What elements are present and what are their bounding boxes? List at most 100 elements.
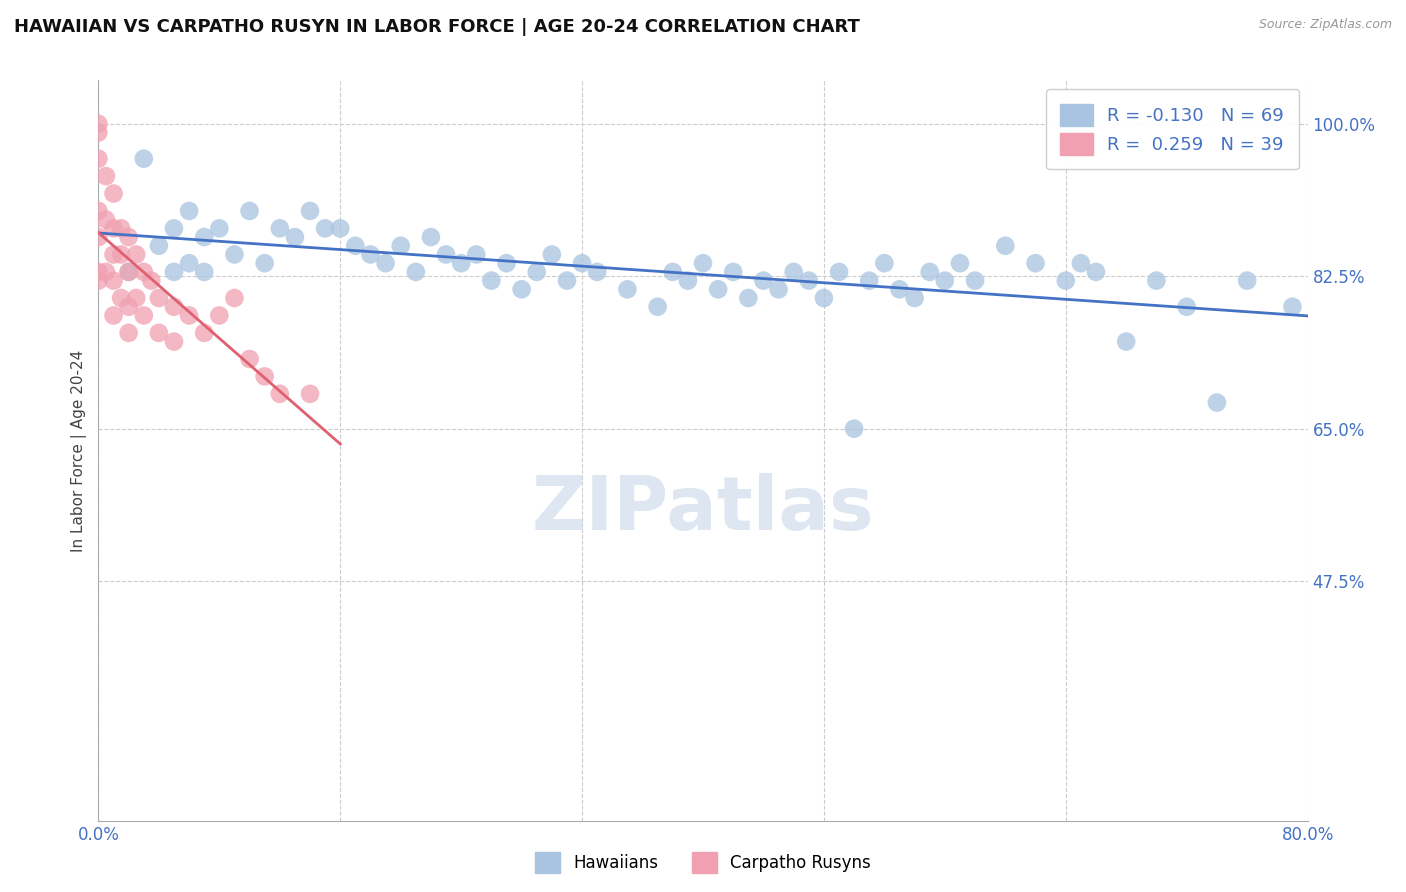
Point	[540, 247, 562, 261]
Point	[450, 256, 472, 270]
Point	[103, 309, 125, 323]
Point	[103, 247, 125, 261]
Point	[994, 239, 1017, 253]
Point	[949, 256, 972, 270]
Point	[661, 265, 683, 279]
Point	[737, 291, 759, 305]
Point	[125, 247, 148, 261]
Point	[904, 291, 927, 305]
Point	[208, 221, 231, 235]
Point	[1085, 265, 1108, 279]
Point	[1175, 300, 1198, 314]
Text: ZIPatlas: ZIPatlas	[531, 473, 875, 546]
Point	[239, 203, 262, 218]
Point	[465, 247, 488, 261]
Point	[118, 326, 141, 340]
Point	[132, 309, 155, 323]
Point	[934, 274, 956, 288]
Point	[284, 230, 307, 244]
Point	[420, 230, 443, 244]
Point	[797, 274, 820, 288]
Text: HAWAIIAN VS CARPATHO RUSYN IN LABOR FORCE | AGE 20-24 CORRELATION CHART: HAWAIIAN VS CARPATHO RUSYN IN LABOR FORC…	[14, 18, 860, 36]
Point	[87, 274, 110, 288]
Point	[1054, 274, 1077, 288]
Point	[405, 265, 427, 279]
Point	[179, 256, 201, 270]
Point	[87, 126, 110, 140]
Point	[314, 221, 336, 235]
Point	[723, 265, 745, 279]
Point	[118, 265, 141, 279]
Point	[1024, 256, 1046, 270]
Point	[132, 152, 155, 166]
Point	[118, 265, 141, 279]
Point	[110, 247, 132, 261]
Legend: R = -0.130   N = 69, R =  0.259   N = 39: R = -0.130 N = 69, R = 0.259 N = 39	[1046, 89, 1299, 169]
Point	[965, 274, 987, 288]
Point	[179, 203, 201, 218]
Point	[586, 265, 609, 279]
Point	[224, 291, 246, 305]
Point	[616, 282, 638, 296]
Point	[752, 274, 775, 288]
Point	[269, 221, 291, 235]
Point	[389, 239, 412, 253]
Point	[647, 300, 669, 314]
Point	[299, 203, 322, 218]
Point	[1070, 256, 1092, 270]
Point	[344, 239, 367, 253]
Point	[103, 274, 125, 288]
Point	[873, 256, 896, 270]
Point	[692, 256, 714, 270]
Point	[87, 265, 110, 279]
Point	[239, 351, 262, 366]
Point	[783, 265, 806, 279]
Point	[148, 326, 170, 340]
Point	[360, 247, 382, 261]
Point	[141, 274, 163, 288]
Point	[889, 282, 911, 296]
Point	[87, 203, 110, 218]
Point	[224, 247, 246, 261]
Point	[329, 221, 352, 235]
Text: Source: ZipAtlas.com: Source: ZipAtlas.com	[1258, 18, 1392, 31]
Point	[87, 230, 110, 244]
Y-axis label: In Labor Force | Age 20-24: In Labor Force | Age 20-24	[72, 350, 87, 551]
Point	[179, 309, 201, 323]
Point	[103, 221, 125, 235]
Point	[163, 265, 186, 279]
Point	[526, 265, 548, 279]
Point	[495, 256, 517, 270]
Point	[707, 282, 730, 296]
Point	[208, 309, 231, 323]
Point	[193, 230, 215, 244]
Point	[844, 422, 866, 436]
Point	[1115, 334, 1137, 349]
Point	[1206, 395, 1229, 409]
Point	[858, 274, 880, 288]
Point	[163, 221, 186, 235]
Point	[571, 256, 593, 270]
Point	[434, 247, 457, 261]
Point	[374, 256, 396, 270]
Point	[269, 387, 291, 401]
Point	[1281, 300, 1303, 314]
Legend: Hawaiians, Carpatho Rusyns: Hawaiians, Carpatho Rusyns	[529, 846, 877, 880]
Point	[253, 369, 276, 384]
Point	[125, 291, 148, 305]
Point	[94, 169, 117, 183]
Point	[555, 274, 578, 288]
Point	[148, 239, 170, 253]
Point	[676, 274, 699, 288]
Point	[193, 326, 215, 340]
Point	[1144, 274, 1167, 288]
Point	[768, 282, 790, 296]
Point	[918, 265, 941, 279]
Point	[1236, 274, 1258, 288]
Point	[87, 117, 110, 131]
Point	[148, 291, 170, 305]
Point	[132, 265, 155, 279]
Point	[813, 291, 835, 305]
Point	[94, 265, 117, 279]
Point	[828, 265, 851, 279]
